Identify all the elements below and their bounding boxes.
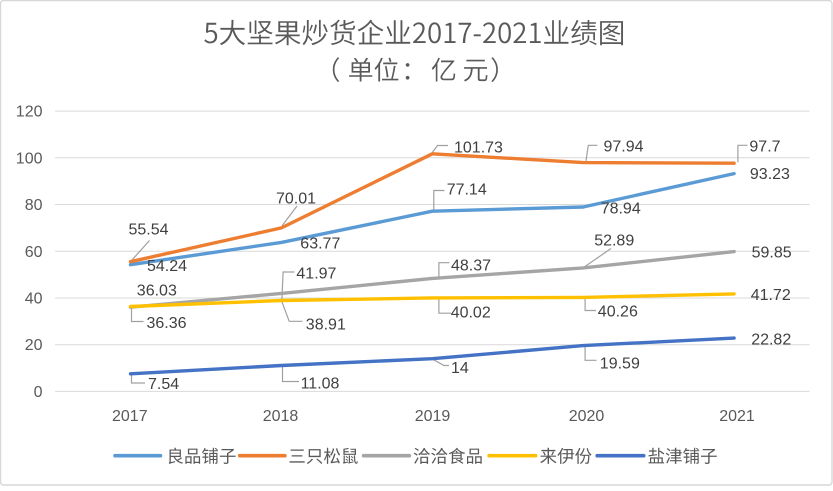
svg-text:55.54: 55.54 <box>129 222 169 239</box>
svg-text:36.03: 36.03 <box>137 283 177 300</box>
svg-text:101.73: 101.73 <box>454 140 503 157</box>
svg-text:20: 20 <box>25 337 43 354</box>
svg-text:14: 14 <box>451 360 469 377</box>
svg-text:97.94: 97.94 <box>604 139 644 156</box>
svg-text:93.23: 93.23 <box>750 166 790 183</box>
svg-text:54.24: 54.24 <box>147 258 187 275</box>
svg-text:40.02: 40.02 <box>451 304 491 321</box>
svg-text:2021: 2021 <box>719 408 755 425</box>
svg-text:80: 80 <box>25 197 43 214</box>
svg-text:2017: 2017 <box>112 408 148 425</box>
svg-text:0: 0 <box>34 384 43 401</box>
svg-text:52.89: 52.89 <box>594 232 634 249</box>
svg-text:97.7: 97.7 <box>749 138 780 155</box>
svg-text:48.37: 48.37 <box>451 258 491 275</box>
svg-text:41.97: 41.97 <box>296 265 336 282</box>
svg-text:70.01: 70.01 <box>276 191 316 208</box>
svg-text:2018: 2018 <box>263 408 299 425</box>
svg-text:7.54: 7.54 <box>148 376 179 393</box>
svg-text:60: 60 <box>25 244 43 261</box>
svg-text:77.14: 77.14 <box>447 182 487 199</box>
svg-text:40: 40 <box>25 291 43 308</box>
svg-text:38.91: 38.91 <box>306 316 346 333</box>
svg-text:63.77: 63.77 <box>300 236 340 253</box>
svg-text:22.82: 22.82 <box>751 331 791 348</box>
svg-text:78.94: 78.94 <box>601 201 641 218</box>
svg-text:2019: 2019 <box>415 408 451 425</box>
svg-text:59.85: 59.85 <box>752 245 792 262</box>
svg-text:100: 100 <box>16 150 43 167</box>
svg-text:41.72: 41.72 <box>751 287 791 304</box>
svg-text:2020: 2020 <box>569 408 605 425</box>
svg-text:120: 120 <box>16 104 43 121</box>
svg-text:36.36: 36.36 <box>147 315 187 332</box>
svg-text:19.59: 19.59 <box>600 356 640 373</box>
svg-text:40.26: 40.26 <box>598 304 638 321</box>
svg-text:11.08: 11.08 <box>301 376 340 393</box>
